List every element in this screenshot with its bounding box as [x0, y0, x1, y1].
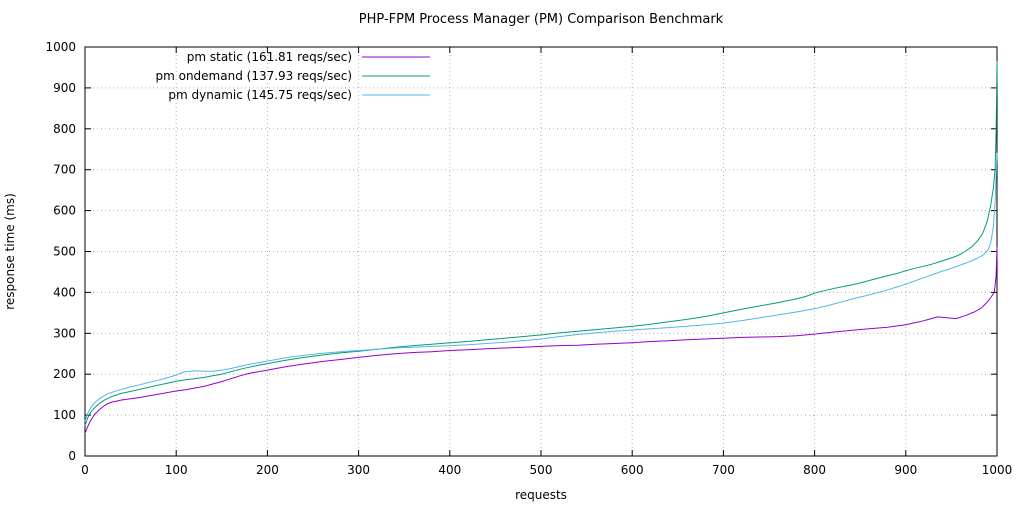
x-tick-label: 1000 [982, 463, 1013, 477]
x-tick-label: 0 [81, 463, 89, 477]
series-line-1 [84, 60, 998, 426]
y-tick-label: 800 [53, 122, 76, 136]
y-axis-label: response time (ms) [3, 193, 17, 310]
x-tick-label: 500 [530, 463, 553, 477]
y-tick-label: 200 [53, 367, 76, 381]
x-tick-label: 100 [165, 463, 188, 477]
y-tick-label: 400 [53, 285, 76, 299]
x-tick-label: 300 [347, 463, 370, 477]
y-tick-label: 600 [53, 204, 76, 218]
y-tick-label: 100 [53, 408, 76, 422]
y-tick-label: 1000 [45, 40, 76, 54]
x-tick-label: 400 [438, 463, 461, 477]
y-tick-label: 300 [53, 326, 76, 340]
legend-label-1: pm ondemand (137.93 reqs/sec) [155, 69, 352, 83]
x-tick-label: 200 [256, 463, 279, 477]
y-tick-label: 900 [53, 81, 76, 95]
x-tick-label: 900 [894, 463, 917, 477]
series-line-2 [84, 152, 998, 422]
y-tick-label: 500 [53, 245, 76, 259]
legend-label-2: pm dynamic (145.75 reqs/sec) [168, 88, 352, 102]
x-tick-label: 800 [803, 463, 826, 477]
legend-label-0: pm static (161.81 reqs/sec) [187, 50, 352, 64]
x-tick-label: 600 [621, 463, 644, 477]
x-axis-label: requests [515, 488, 567, 502]
y-tick-label: 0 [68, 449, 76, 463]
chart-title: PHP-FPM Process Manager (PM) Comparison … [358, 12, 724, 27]
series-line-0 [84, 246, 998, 434]
y-tick-label: 700 [53, 163, 76, 177]
x-tick-label: 700 [712, 463, 735, 477]
